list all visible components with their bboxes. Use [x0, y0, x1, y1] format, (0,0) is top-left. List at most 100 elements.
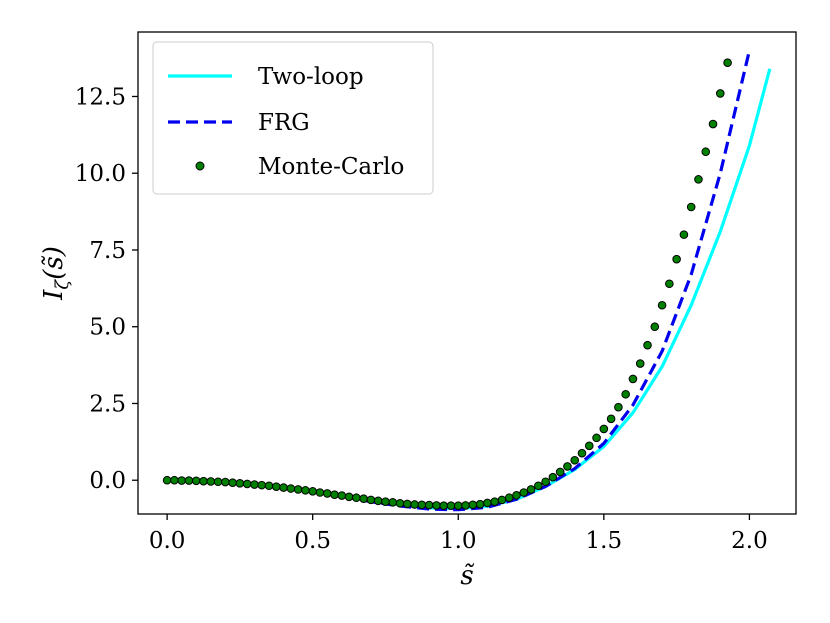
- monte-carlo-point: [279, 483, 288, 492]
- legend-monte-carlo-marker: [195, 161, 205, 171]
- monte-carlo-point: [235, 479, 245, 488]
- monte-carlo-point: [519, 488, 529, 497]
- monte-carlo-point: [461, 501, 470, 510]
- monte-carlo-point: [308, 486, 317, 496]
- monte-carlo-point: [403, 499, 412, 509]
- monte-carlo-point: [250, 480, 259, 489]
- monte-carlo-point: [446, 501, 456, 511]
- x-tick-label: 0.0: [149, 528, 186, 554]
- monte-carlo-point: [221, 477, 230, 487]
- monte-carlo-point: [453, 501, 463, 511]
- monte-carlo-point: [570, 455, 580, 465]
- monte-carlo-point: [177, 476, 186, 485]
- x-tick-label: 1.5: [586, 528, 623, 554]
- monte-carlo-point: [606, 414, 616, 424]
- monte-carlo-point: [264, 481, 274, 491]
- monte-carlo-point: [628, 374, 638, 384]
- monte-carlo-point: [672, 254, 681, 264]
- y-tick-label: 5.0: [89, 315, 126, 341]
- y-axis-label-subscript: ζ: [52, 279, 73, 290]
- series-layer: [162, 50, 772, 512]
- monte-carlo-point: [504, 493, 514, 503]
- monte-carlo-point: [468, 500, 478, 510]
- series-monte-carlo: [162, 58, 732, 511]
- monte-carlo-point: [563, 462, 572, 471]
- monte-carlo-point: [657, 300, 667, 310]
- plot-frame: [137, 31, 797, 515]
- monte-carlo-point: [614, 402, 623, 412]
- monte-carlo-point: [330, 490, 339, 499]
- monte-carlo-point: [679, 230, 689, 239]
- monte-carlo-point: [621, 389, 630, 399]
- x-axis: 0.0 0.5 1.0 1.5 2.0: [149, 514, 768, 554]
- monte-carlo-point: [584, 441, 594, 451]
- monte-carlo-point: [490, 497, 499, 507]
- x-tick-label: 0.5: [294, 528, 331, 554]
- monte-carlo-point: [337, 491, 347, 500]
- monte-carlo-point: [257, 480, 267, 490]
- monte-carlo-point: [439, 501, 449, 511]
- monte-carlo-point: [162, 475, 172, 485]
- monte-carlo-point: [388, 498, 398, 507]
- monte-carlo-point: [191, 476, 201, 486]
- monte-carlo-point: [555, 467, 565, 477]
- monte-carlo-point: [497, 495, 507, 505]
- monte-carlo-point: [381, 497, 390, 507]
- monte-carlo-point: [708, 119, 718, 129]
- monte-carlo-point: [541, 477, 550, 487]
- monte-carlo-point: [359, 494, 368, 503]
- monte-carlo-point: [184, 476, 194, 485]
- y-axis-label-arg: (s̃): [39, 246, 69, 280]
- monte-carlo-point: [694, 175, 703, 184]
- monte-carlo-point: [483, 498, 492, 508]
- monte-carlo-point: [417, 500, 427, 510]
- monte-carlo-point: [577, 448, 587, 458]
- monte-carlo-point: [242, 479, 252, 489]
- y-tick-label: 12.5: [75, 84, 126, 110]
- monte-carlo-point: [548, 472, 558, 482]
- monte-carlo-point: [432, 501, 441, 510]
- monte-carlo-point: [512, 490, 521, 500]
- legend-monte-carlo-label: Monte-Carlo: [258, 154, 404, 180]
- legend: Two-loop FRG Monte-Carlo: [152, 41, 434, 195]
- monte-carlo-point: [643, 340, 652, 350]
- monte-carlo-point: [315, 488, 325, 497]
- monte-carlo-point: [366, 495, 376, 505]
- monte-carlo-point: [206, 477, 216, 486]
- x-tick-label: 1.0: [440, 528, 477, 554]
- legend-frg-label: FRG: [258, 110, 310, 136]
- legend-two-loop-label: Two-loop: [258, 64, 364, 90]
- monte-carlo-point: [534, 481, 543, 491]
- monte-carlo-point: [272, 482, 281, 491]
- monte-carlo-point: [410, 500, 419, 509]
- monte-carlo-point: [373, 496, 383, 506]
- monte-carlo-point: [228, 478, 237, 487]
- monte-carlo-point: [293, 485, 303, 494]
- legend-box: [152, 41, 434, 195]
- monte-carlo-point: [592, 433, 601, 443]
- monte-carlo-point: [424, 500, 434, 510]
- x-tick-label: 2.0: [731, 528, 768, 554]
- monte-carlo-point: [322, 489, 332, 498]
- monte-carlo-point: [170, 475, 179, 485]
- monte-carlo-point: [526, 485, 536, 494]
- monte-carlo-point: [686, 202, 696, 212]
- y-tick-label: 7.5: [89, 238, 126, 264]
- monte-carlo-point: [723, 58, 732, 68]
- y-tick-label: 10.0: [75, 161, 126, 187]
- y-axis-label: Iζ(s̃): [39, 246, 73, 301]
- monte-carlo-point: [665, 279, 674, 289]
- monte-carlo-point: [635, 359, 645, 368]
- monte-carlo-point: [344, 492, 354, 502]
- monte-carlo-point: [599, 424, 609, 434]
- y-tick-label: 2.5: [89, 391, 126, 417]
- monte-carlo-point: [352, 493, 361, 503]
- monte-carlo-point: [716, 89, 725, 98]
- x-axis-label: s̃: [460, 561, 475, 591]
- y-axis-label-main: I: [39, 289, 69, 301]
- monte-carlo-point: [301, 486, 310, 495]
- monte-carlo-point: [199, 476, 208, 486]
- monte-carlo-point: [701, 147, 711, 157]
- monte-carlo-point: [475, 499, 485, 509]
